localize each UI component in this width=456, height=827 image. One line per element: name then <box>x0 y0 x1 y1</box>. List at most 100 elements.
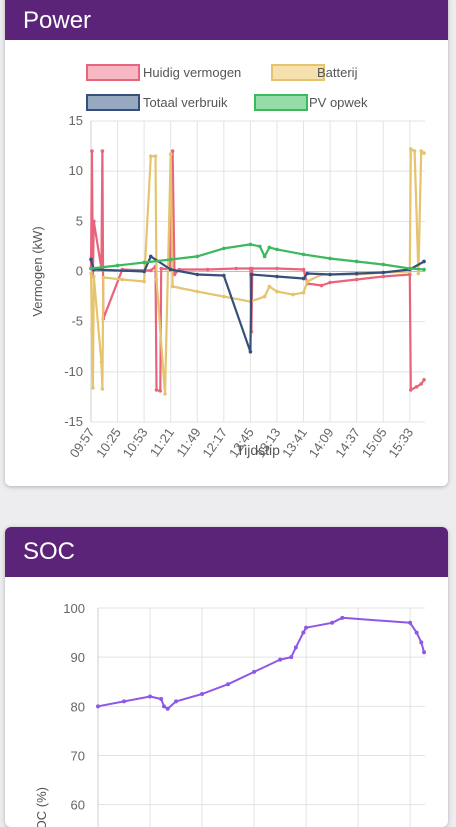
data-point[interactable] <box>92 219 96 224</box>
series-line[interactable] <box>90 243 425 271</box>
data-point[interactable] <box>205 267 210 272</box>
data-point[interactable] <box>89 271 93 276</box>
data-point[interactable] <box>408 147 413 151</box>
data-point[interactable] <box>168 152 173 156</box>
data-point[interactable] <box>408 620 413 625</box>
data-point[interactable] <box>275 289 279 294</box>
data-point[interactable] <box>158 389 163 393</box>
data-point[interactable] <box>301 630 306 635</box>
series-line[interactable] <box>89 255 425 353</box>
data-point[interactable] <box>328 272 332 277</box>
data-point[interactable] <box>412 149 417 153</box>
data-point[interactable] <box>89 257 93 262</box>
data-point[interactable] <box>249 272 254 277</box>
data-point[interactable] <box>262 294 267 299</box>
data-point[interactable] <box>354 259 359 264</box>
data-point[interactable] <box>328 256 332 261</box>
data-point[interactable] <box>301 290 306 295</box>
data-point[interactable] <box>248 349 253 354</box>
data-point[interactable] <box>354 271 359 276</box>
data-point[interactable] <box>248 242 253 247</box>
data-point[interactable] <box>354 277 359 282</box>
data-point[interactable] <box>100 387 105 391</box>
data-point[interactable] <box>267 284 272 289</box>
data-point[interactable] <box>161 704 166 709</box>
legend-label[interactable]: Totaal verbruik <box>143 95 228 110</box>
data-point[interactable] <box>416 271 421 276</box>
legend-swatch[interactable] <box>86 94 140 111</box>
data-point[interactable] <box>115 263 120 268</box>
data-point[interactable] <box>154 388 159 392</box>
data-point[interactable] <box>90 149 94 153</box>
data-point[interactable] <box>419 382 424 386</box>
data-point[interactable] <box>163 392 167 396</box>
data-point[interactable] <box>291 292 295 297</box>
data-point[interactable] <box>414 630 419 635</box>
data-point[interactable] <box>195 254 200 259</box>
legend-label[interactable]: Batterij <box>317 65 358 80</box>
data-point[interactable] <box>419 640 424 645</box>
data-point[interactable] <box>262 254 267 259</box>
data-point[interactable] <box>304 625 309 630</box>
data-point[interactable] <box>414 385 419 389</box>
data-point[interactable] <box>301 276 306 281</box>
data-point[interactable] <box>278 657 283 662</box>
data-point[interactable] <box>250 266 255 271</box>
data-point[interactable] <box>267 245 272 250</box>
data-point[interactable] <box>381 262 386 267</box>
data-point[interactable] <box>172 272 177 277</box>
data-point[interactable] <box>422 259 426 264</box>
data-point[interactable] <box>301 252 306 257</box>
data-point[interactable] <box>154 277 159 282</box>
data-point[interactable] <box>301 267 306 272</box>
data-point[interactable] <box>222 294 226 299</box>
data-point[interactable] <box>252 669 257 674</box>
series-line[interactable] <box>97 616 426 710</box>
data-point[interactable] <box>89 266 93 271</box>
data-point[interactable] <box>159 696 164 701</box>
data-point[interactable] <box>408 388 413 392</box>
data-point[interactable] <box>289 655 294 660</box>
data-point[interactable] <box>422 650 427 655</box>
data-point[interactable] <box>195 289 200 294</box>
data-point[interactable] <box>275 247 279 252</box>
data-point[interactable] <box>170 149 175 153</box>
data-point[interactable] <box>142 260 146 265</box>
data-point[interactable] <box>293 645 298 650</box>
data-point[interactable] <box>100 149 105 153</box>
legend-label[interactable]: Huidig vermogen <box>143 65 241 80</box>
data-point[interactable] <box>275 274 279 279</box>
data-point[interactable] <box>92 274 96 279</box>
data-point[interactable] <box>381 274 386 279</box>
data-point[interactable] <box>142 269 146 274</box>
data-point[interactable] <box>422 378 426 382</box>
data-point[interactable] <box>328 280 332 285</box>
data-point[interactable] <box>91 386 95 390</box>
data-point[interactable] <box>305 279 310 284</box>
data-point[interactable] <box>408 272 412 277</box>
data-point[interactable] <box>319 283 324 288</box>
data-point[interactable] <box>148 268 153 273</box>
legend-swatch[interactable] <box>271 64 325 81</box>
data-point[interactable] <box>120 277 125 282</box>
data-point[interactable] <box>422 267 426 272</box>
data-point[interactable] <box>222 273 226 278</box>
data-point[interactable] <box>168 267 173 272</box>
data-point[interactable] <box>222 246 226 251</box>
data-point[interactable] <box>122 699 127 704</box>
data-point[interactable] <box>330 620 335 625</box>
data-point[interactable] <box>90 327 94 332</box>
data-point[interactable] <box>258 244 262 249</box>
data-point[interactable] <box>408 266 412 271</box>
data-point[interactable] <box>148 694 153 699</box>
data-point[interactable] <box>168 257 173 262</box>
data-point[interactable] <box>305 271 310 276</box>
data-point[interactable] <box>159 266 164 271</box>
legend-swatch[interactable] <box>254 94 308 111</box>
data-point[interactable] <box>174 699 179 704</box>
data-point[interactable] <box>226 682 231 687</box>
data-point[interactable] <box>275 266 279 271</box>
data-point[interactable] <box>170 284 175 289</box>
data-point[interactable] <box>148 254 153 259</box>
data-point[interactable] <box>200 692 205 697</box>
